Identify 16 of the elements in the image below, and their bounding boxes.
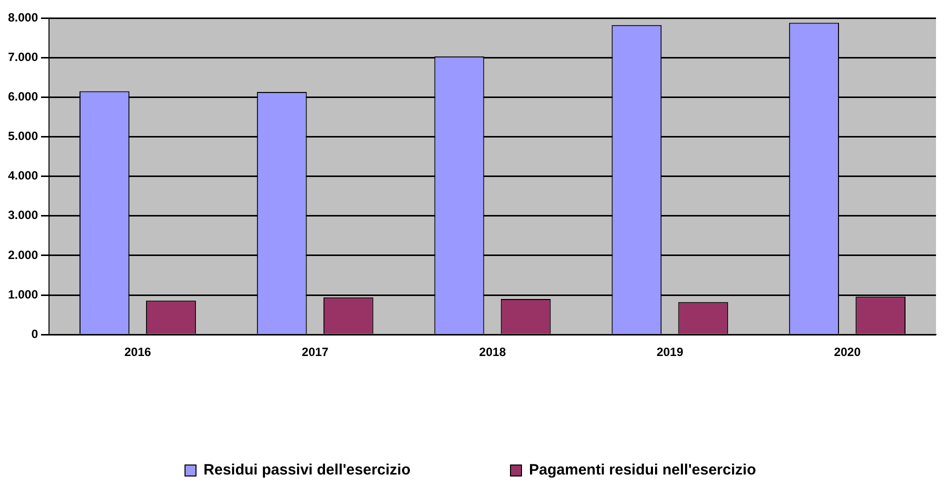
x-tick-label: 2016 (124, 345, 152, 360)
x-tick-label: 2017 (302, 345, 329, 360)
y-tick-label: 6.000 (8, 89, 38, 104)
x-tick-label: 2020 (834, 345, 861, 360)
legend-label: Pagamenti residui nell'esercizio (529, 462, 756, 479)
y-tick-label: 2.000 (8, 248, 38, 262)
y-tick-label: 8.000 (8, 10, 38, 24)
y-tick-label: 3.000 (8, 208, 38, 222)
x-tick-label: 2019 (656, 345, 684, 360)
y-tick-label: 7.000 (8, 50, 38, 64)
y-tick-label: 4.000 (8, 168, 38, 183)
y-tick-label: 5.000 (8, 129, 38, 144)
y-tick-label: 0 (31, 326, 38, 341)
x-tick-label: 2018 (479, 345, 506, 360)
legend-label: Residui passivi dell'esercizio (204, 462, 411, 479)
y-tick-label: 1.000 (8, 287, 38, 302)
